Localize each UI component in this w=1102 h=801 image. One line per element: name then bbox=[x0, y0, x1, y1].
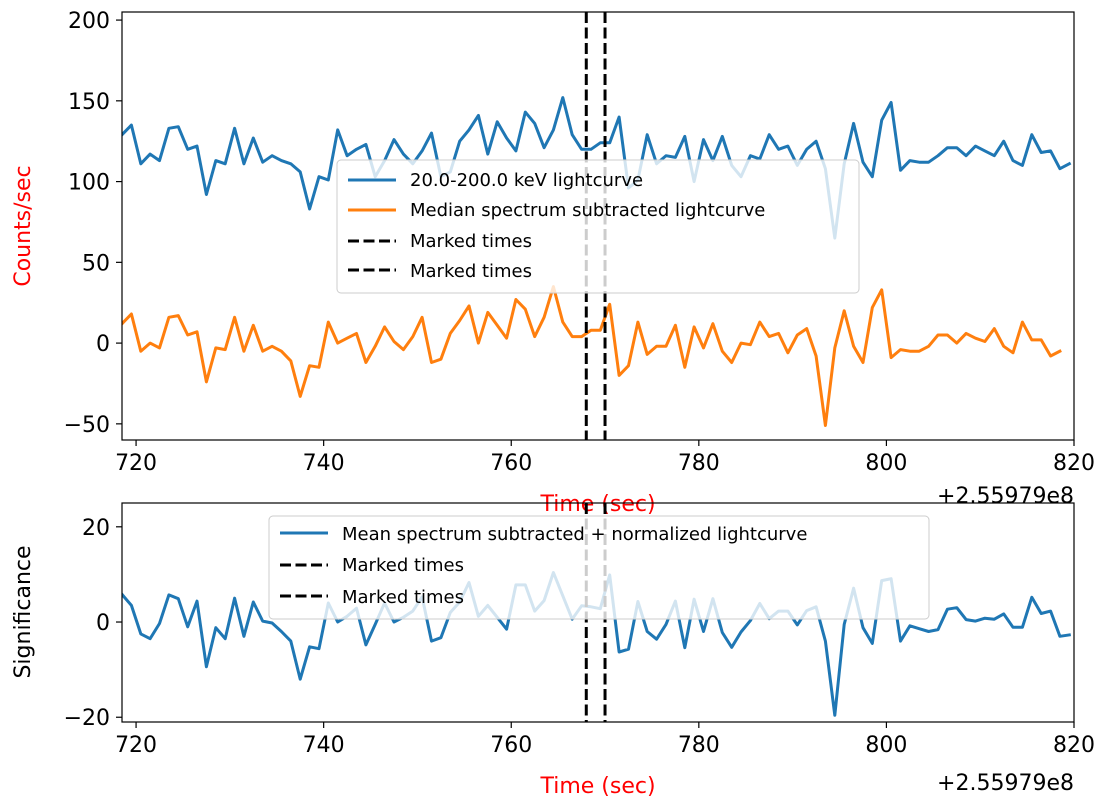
top-marker-lines bbox=[584, 12, 607, 440]
bottom-legend-label-3: Marked times bbox=[342, 587, 464, 608]
series-line-2 bbox=[122, 285, 1062, 427]
x-tick-label: 820 bbox=[1053, 451, 1095, 476]
bottom-legend-frame bbox=[268, 515, 930, 620]
y-tick-label: 100 bbox=[68, 171, 110, 196]
bottom-x-axis-label: Time (sec) bbox=[539, 774, 655, 799]
x-tick-label: 740 bbox=[303, 451, 345, 476]
top-legend-label-1: 20.0-200.0 keV lightcurve bbox=[410, 170, 643, 191]
bottom-y-ticks: 20 0 −20 bbox=[64, 516, 122, 731]
y-tick-label: 0 bbox=[96, 611, 110, 636]
top-legend-frame bbox=[336, 159, 860, 294]
series-line-1 bbox=[122, 96, 1072, 240]
x-tick-label: 780 bbox=[678, 733, 720, 758]
top-legend-label-4: Marked times bbox=[410, 261, 532, 282]
top-legend: 20.0-200.0 keV lightcurve Median spectru… bbox=[336, 159, 860, 294]
top-axes: 720 740 760 780 800 820 200 150 100 50 0 −50 Count… bbox=[11, 9, 1095, 517]
y-tick-label: −20 bbox=[64, 706, 110, 731]
bottom-legend-label-1: Mean spectrum subtracted + normalized li… bbox=[342, 524, 807, 545]
bottom-spines bbox=[121, 502, 1075, 723]
x-tick-label: 740 bbox=[303, 733, 345, 758]
x-tick-label: 800 bbox=[865, 733, 907, 758]
top-y-axis-label: Counts/sec bbox=[11, 165, 36, 286]
x-tick-label: 760 bbox=[490, 733, 532, 758]
top-spines bbox=[121, 11, 1075, 441]
bottom-x-ticks: 720 740 760 780 800 820 bbox=[115, 722, 1095, 758]
x-tick-label: 800 bbox=[865, 451, 907, 476]
top-y-ticks: 200 150 100 50 0 −50 bbox=[64, 9, 122, 438]
top-legend-label-2: Median spectrum subtracted lightcurve bbox=[410, 200, 765, 221]
y-tick-label: 0 bbox=[96, 332, 110, 357]
y-tick-label: 200 bbox=[68, 9, 110, 34]
y-tick-label: −50 bbox=[64, 413, 110, 438]
bottom-legend: Mean spectrum subtracted + normalized li… bbox=[268, 515, 930, 620]
bottom-x-offset-label: +2.55979e8 bbox=[937, 771, 1074, 796]
top-x-axis-label: Time (sec) bbox=[539, 492, 655, 517]
y-tick-label: 20 bbox=[82, 516, 110, 541]
x-tick-label: 780 bbox=[678, 451, 720, 476]
x-tick-label: 720 bbox=[115, 733, 157, 758]
bottom-y-axis-label: Significance bbox=[11, 545, 36, 678]
y-tick-label: 150 bbox=[68, 90, 110, 115]
y-tick-label: 50 bbox=[82, 251, 110, 276]
top-x-offset-label: +2.55979e8 bbox=[937, 484, 1074, 509]
top-series-lines bbox=[122, 96, 1072, 427]
x-tick-label: 820 bbox=[1053, 733, 1095, 758]
x-tick-label: 760 bbox=[490, 451, 532, 476]
bottom-axes: 720 740 760 780 800 820 20 0 −20 Significance T… bbox=[11, 502, 1095, 799]
x-tick-label: 720 bbox=[115, 451, 157, 476]
top-legend-label-3: Marked times bbox=[410, 231, 532, 252]
bottom-legend-label-2: Marked times bbox=[342, 555, 464, 576]
top-x-ticks: 720 740 760 780 800 820 bbox=[115, 440, 1095, 476]
